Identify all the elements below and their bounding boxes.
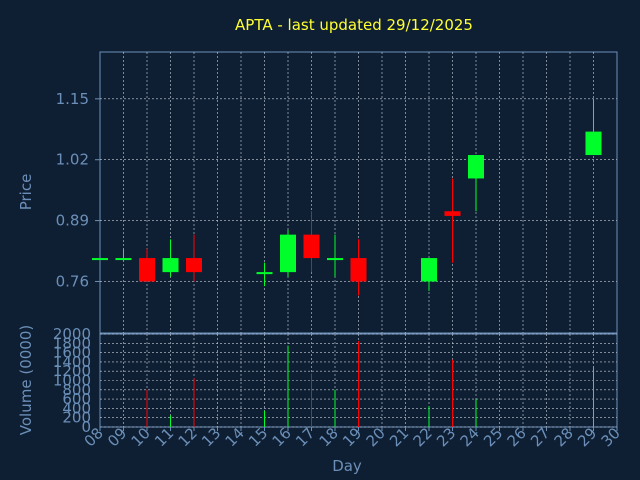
candle-body [162, 258, 179, 273]
price-tick-label: 1.02 [56, 151, 89, 169]
x-tick-label: 09 [104, 424, 130, 450]
x-tick-label: 27 [527, 424, 553, 450]
x-tick-label: 15 [245, 424, 271, 450]
candle-body [115, 258, 132, 261]
volume-tick-label: 1000 [53, 372, 91, 390]
x-axis-label: Day [332, 457, 362, 475]
x-tick-labels: 0809101112131415161718192021222324252627… [81, 424, 624, 450]
candles-layer [92, 98, 602, 296]
candle-body [92, 258, 108, 261]
x-tick-label: 23 [433, 424, 459, 450]
candle-body [444, 211, 461, 216]
x-tick-label: 30 [598, 424, 624, 450]
x-tick-label: 20 [363, 424, 389, 450]
candle-body [280, 234, 296, 273]
volume-tick-label: 1200 [53, 362, 91, 380]
x-tick-label: 11 [151, 424, 177, 450]
candle-body [350, 258, 367, 282]
candle-body [186, 258, 202, 273]
candle-body [585, 131, 602, 156]
x-tick-label: 16 [269, 424, 295, 450]
volume-tick-label: 600 [62, 390, 91, 408]
price-grid [95, 52, 617, 333]
candle-body [139, 258, 155, 282]
chart-title: APTA - last updated 29/12/2025 [235, 16, 473, 34]
x-tick-label: 19 [339, 424, 365, 450]
volume-tick-label: 400 [62, 399, 91, 417]
x-tick-label: 22 [410, 424, 436, 450]
x-tick-label: 25 [480, 424, 506, 450]
price-tick-label: 0.76 [56, 272, 89, 290]
x-tick-label: 12 [175, 424, 201, 450]
volume-tick-label: 1800 [53, 334, 91, 352]
volume-tick-label: 0 [81, 418, 91, 436]
x-tick-label: 18 [316, 424, 342, 450]
price-axis-label: Price [17, 174, 35, 211]
x-tick-label: 26 [504, 424, 530, 450]
x-tick-label: 29 [574, 424, 600, 450]
price-tick-label: 1.15 [56, 90, 89, 108]
x-tick-label: 14 [222, 424, 248, 450]
price-tick-labels: 0.76 0.89 1.02 1.15 [56, 90, 89, 291]
x-tick-label: 28 [551, 424, 577, 450]
candle-body [421, 258, 437, 282]
candle-body [468, 155, 484, 179]
x-tick-label: 24 [457, 424, 483, 450]
volume-tick-label: 1400 [53, 353, 91, 371]
x-tick-label: 13 [198, 424, 224, 450]
x-tick-label: 10 [128, 424, 154, 450]
candle-body [256, 272, 273, 275]
volume-axis-label: Volume (0000) [17, 325, 35, 435]
price-tick-label: 0.89 [56, 212, 89, 230]
volume-tick-label: 200 [62, 409, 91, 427]
volume-bars-layer [146, 340, 594, 427]
volume-tick-label: 2000 [53, 325, 91, 343]
x-tick-label: 21 [386, 424, 412, 450]
volume-tick-label: 1600 [53, 344, 91, 362]
candle-body [303, 234, 320, 259]
candle-body [327, 258, 343, 261]
volume-tick-label: 800 [62, 381, 91, 399]
x-tick-label: 17 [292, 424, 318, 450]
